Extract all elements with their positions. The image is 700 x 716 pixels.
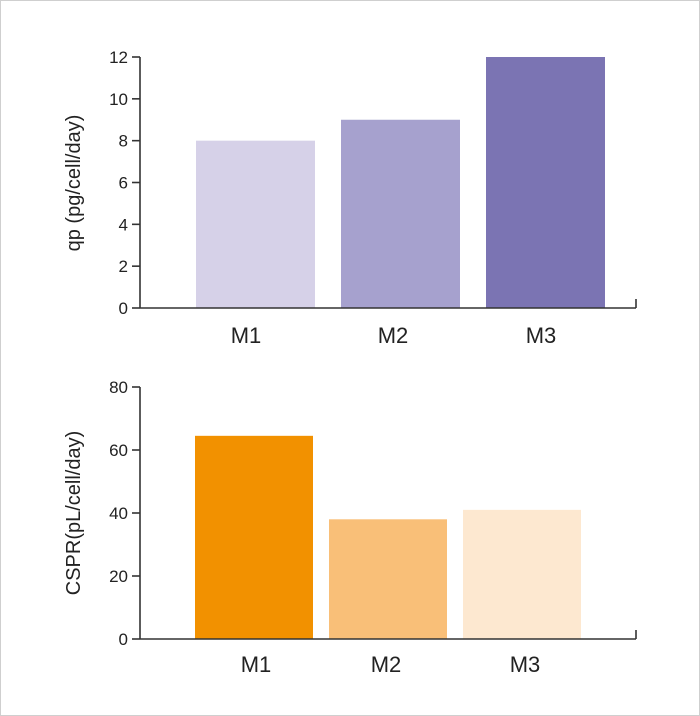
bar-m2 — [341, 119, 460, 308]
x-tick-label: M1 — [231, 323, 262, 348]
y-tick-label: 0 — [119, 299, 128, 318]
x-tick-label: M2 — [371, 652, 402, 677]
chart-cspr: 0 20 40 60 80 M1 M2 M3 CSPR(pL/cell/day) — [63, 378, 637, 677]
x-tick-label: M3 — [526, 323, 557, 348]
bar-m1 — [196, 140, 315, 308]
y-tick-label: 40 — [109, 504, 128, 523]
x-tick-label: M2 — [378, 323, 409, 348]
y-axis-title: CSPR(pL/cell/day) — [63, 431, 85, 596]
y-tick-label: 8 — [119, 132, 128, 151]
y-axis-title: qp (pg/cell/day) — [63, 115, 85, 252]
bar-m1 — [195, 435, 313, 639]
bar-m3 — [463, 509, 581, 639]
bar-m3 — [486, 57, 605, 308]
x-tick-label: M1 — [241, 652, 272, 677]
y-tick-label: 60 — [109, 441, 128, 460]
y-tick-label: 6 — [119, 174, 128, 193]
y-tick-label: 12 — [109, 48, 128, 67]
bar-m2 — [329, 519, 447, 639]
y-tick-label: 10 — [109, 90, 128, 109]
x-tick-label: M3 — [510, 652, 541, 677]
y-tick-label: 4 — [119, 215, 128, 234]
y-tick-label: 0 — [119, 630, 128, 649]
y-tick-label: 2 — [119, 257, 128, 276]
y-tick-label: 20 — [109, 567, 128, 586]
chart-qp: 0 2 4 6 8 10 12 M1 M2 M3 qp (pg/cell/day) — [63, 48, 637, 348]
y-tick-label: 80 — [109, 378, 128, 397]
